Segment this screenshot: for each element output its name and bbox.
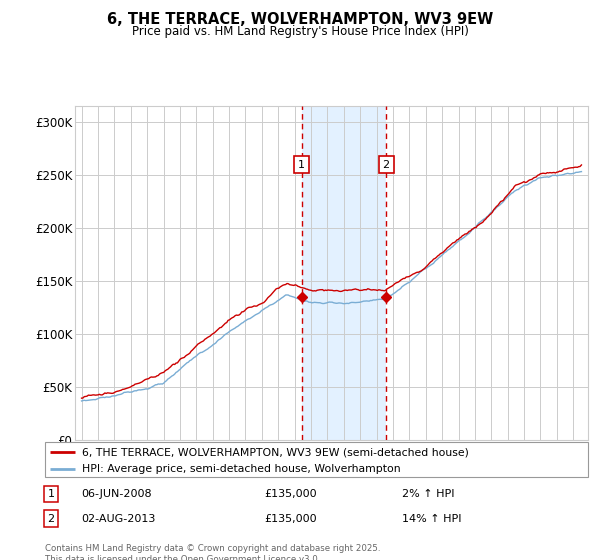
Text: 2% ↑ HPI: 2% ↑ HPI bbox=[402, 489, 455, 499]
Text: 1: 1 bbox=[298, 160, 305, 170]
Text: 14% ↑ HPI: 14% ↑ HPI bbox=[402, 514, 461, 524]
Text: 6, THE TERRACE, WOLVERHAMPTON, WV3 9EW: 6, THE TERRACE, WOLVERHAMPTON, WV3 9EW bbox=[107, 12, 493, 27]
Text: 02-AUG-2013: 02-AUG-2013 bbox=[81, 514, 155, 524]
Text: 1: 1 bbox=[47, 489, 55, 499]
Text: £135,000: £135,000 bbox=[264, 514, 317, 524]
Text: £135,000: £135,000 bbox=[264, 489, 317, 499]
Text: 6, THE TERRACE, WOLVERHAMPTON, WV3 9EW (semi-detached house): 6, THE TERRACE, WOLVERHAMPTON, WV3 9EW (… bbox=[82, 447, 469, 457]
Text: Contains HM Land Registry data © Crown copyright and database right 2025.
This d: Contains HM Land Registry data © Crown c… bbox=[45, 544, 380, 560]
Text: HPI: Average price, semi-detached house, Wolverhampton: HPI: Average price, semi-detached house,… bbox=[82, 464, 401, 474]
Text: 2: 2 bbox=[47, 514, 55, 524]
FancyBboxPatch shape bbox=[45, 442, 588, 477]
Bar bbox=[302, 106, 386, 440]
Text: 2: 2 bbox=[383, 160, 389, 170]
Text: 06-JUN-2008: 06-JUN-2008 bbox=[81, 489, 152, 499]
Text: Price paid vs. HM Land Registry's House Price Index (HPI): Price paid vs. HM Land Registry's House … bbox=[131, 25, 469, 38]
